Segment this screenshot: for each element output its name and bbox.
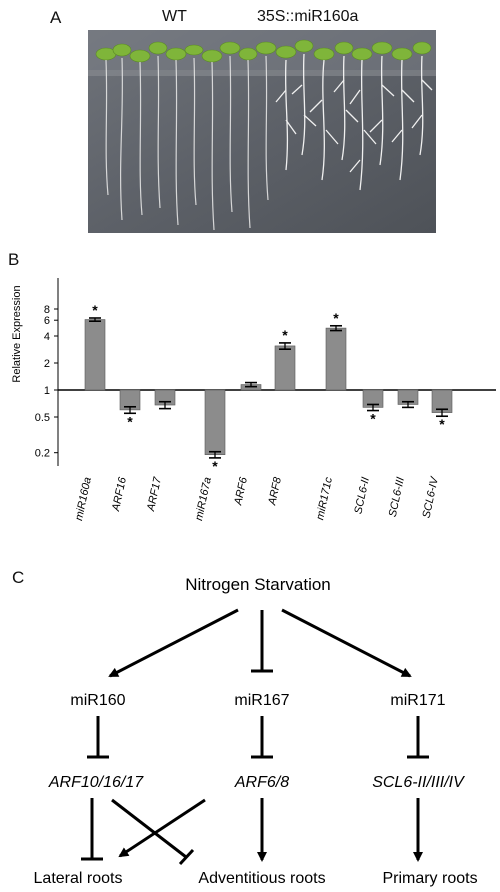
y-tick-label: 8	[44, 304, 50, 316]
bar-miR167a	[204, 389, 226, 455]
edge-arf10-inhibits-adventitious	[111, 798, 187, 859]
node-mir167: miR167	[234, 692, 289, 709]
panel-a-letter: A	[50, 8, 62, 27]
x-label-SCL6-II: SCL6-II	[352, 476, 371, 515]
x-label-miR171c: miR171c	[314, 476, 335, 521]
y-tick-label: 4	[44, 331, 50, 343]
node-arf10-16-17: ARF10/16/17	[48, 774, 144, 791]
node-adventitious-roots: Adventitious roots	[198, 870, 325, 887]
y-tick-label: 6	[44, 315, 50, 327]
node-mir171: miR171	[390, 692, 445, 709]
seedling-photo	[88, 30, 436, 233]
y-tick-label: 2	[44, 358, 50, 370]
bar-adventitious	[178, 848, 195, 866]
x-label-ARF8: ARF8	[266, 475, 284, 507]
y-axis-label: Relative Expression	[11, 285, 23, 382]
x-label-miR160a: miR160a	[73, 476, 94, 522]
x-label-SCL6-IV: SCL6-IV	[421, 475, 442, 520]
significance-star: *	[212, 458, 218, 474]
panel-c-letter: C	[12, 568, 25, 587]
node-nitrogen-starvation: Nitrogen Starvation	[185, 575, 331, 594]
y-tick-label: 1	[44, 385, 50, 397]
x-label-ARF16: ARF16	[110, 475, 129, 513]
pathway-diagram: Nitrogen Starvation miR160 miR167 miR171…	[34, 575, 478, 887]
node-scl6: SCL6-II/III/IV	[372, 774, 465, 791]
edge-arf6-to-lateral	[118, 798, 206, 858]
x-label-ARF6: ARF6	[232, 475, 250, 507]
y-tick-label: 0.2	[35, 448, 50, 460]
bar-ARF8	[274, 345, 296, 391]
significance-star: *	[333, 310, 339, 326]
x-label-ARF17: ARF17	[145, 475, 164, 513]
wt-label: WT	[162, 8, 187, 25]
significance-star: *	[92, 302, 98, 318]
x-label-miR167a: miR167a	[193, 476, 214, 522]
significance-star: *	[127, 413, 133, 429]
bar-miR160a	[84, 319, 106, 391]
significance-star: *	[370, 411, 376, 427]
node-primary-roots: Primary roots	[382, 870, 477, 887]
node-mir160: miR160	[70, 692, 125, 709]
edge-starvation-to-mir160	[108, 608, 239, 678]
transgenic-label: 35S::miR160a	[257, 8, 359, 25]
significance-star: *	[282, 327, 288, 343]
significance-star: *	[439, 416, 445, 432]
node-lateral-roots: Lateral roots	[34, 870, 123, 887]
bar-miR171c	[325, 327, 347, 391]
x-label-SCL6-III: SCL6-III	[387, 476, 407, 518]
edge-starvation-to-mir171	[281, 608, 412, 678]
y-tick-label: 0.5	[35, 412, 50, 424]
panel-b-letter: B	[8, 250, 20, 269]
node-arf6-8: ARF6/8	[234, 774, 289, 791]
